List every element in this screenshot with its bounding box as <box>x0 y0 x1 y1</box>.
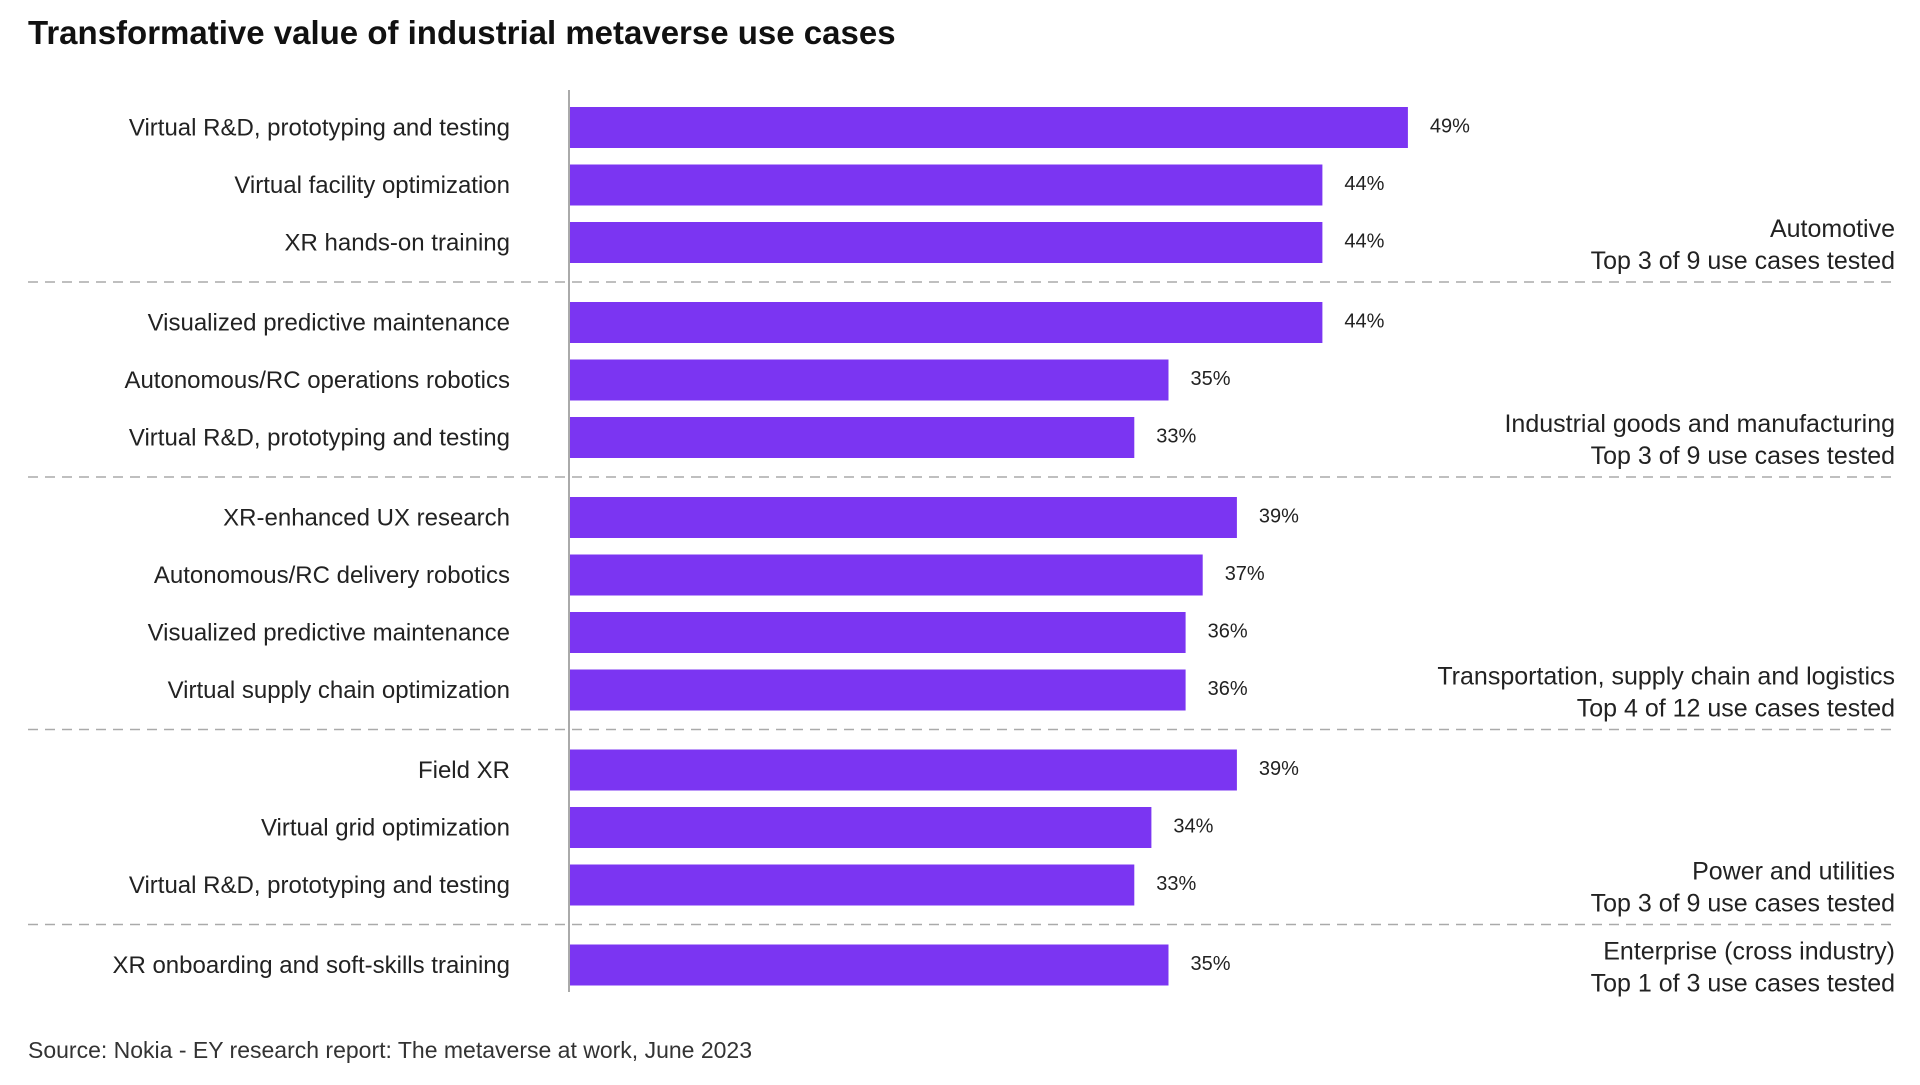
data-label: 39% <box>1259 506 1299 528</box>
data-label: 35% <box>1191 368 1231 390</box>
category-label: Virtual grid optimization <box>261 815 510 842</box>
data-label: 33% <box>1156 873 1196 895</box>
group-label: Power and utilities <box>1692 858 1895 886</box>
bar <box>570 554 1203 596</box>
data-label: 34% <box>1173 816 1213 838</box>
bar <box>570 417 1135 458</box>
category-label: XR onboarding and soft-skills training <box>112 952 510 979</box>
bar <box>570 944 1169 986</box>
category-label: Virtual supply chain optimization <box>168 677 510 704</box>
data-label: 36% <box>1208 678 1248 700</box>
bar <box>570 302 1323 343</box>
data-label: 39% <box>1259 758 1299 780</box>
group-subtitle: Top 3 of 9 use cases tested <box>1591 890 1895 918</box>
category-label: Visualized predictive maintenance <box>148 620 510 647</box>
bar <box>570 864 1135 906</box>
chart-title: Transformative value of industrial metav… <box>28 14 896 51</box>
bar <box>570 749 1237 791</box>
data-label: 49% <box>1430 116 1470 138</box>
bar <box>570 807 1152 848</box>
group-label: Industrial goods and manufacturing <box>1504 410 1895 438</box>
category-label: Virtual facility optimization <box>234 172 510 199</box>
category-label: Virtual R&D, prototyping and testing <box>129 425 510 452</box>
data-label: 35% <box>1191 953 1231 975</box>
bar <box>570 164 1323 206</box>
data-label: 37% <box>1225 563 1265 585</box>
category-label: Virtual R&D, prototyping and testing <box>129 115 510 142</box>
category-label: XR hands-on training <box>285 230 510 257</box>
group-subtitle: Top 1 of 3 use cases tested <box>1591 970 1895 998</box>
group-subtitle: Top 3 of 9 use cases tested <box>1591 442 1895 470</box>
data-label: 36% <box>1208 621 1248 643</box>
category-label: Autonomous/RC operations robotics <box>124 367 510 394</box>
chart-source: Source: Nokia - EY research report: The … <box>28 1037 752 1063</box>
chart-body: Virtual R&D, prototyping and testing 49% V… <box>28 90 1895 998</box>
category-label: Field XR <box>418 757 510 784</box>
bar <box>570 669 1186 711</box>
category-label: Visualized predictive maintenance <box>148 310 510 337</box>
category-label: Autonomous/RC delivery robotics <box>154 562 510 589</box>
data-label: 44% <box>1344 173 1384 195</box>
group-label: Enterprise (cross industry) <box>1603 938 1895 966</box>
category-label: XR-enhanced UX research <box>223 505 510 532</box>
category-label: Virtual R&D, prototyping and testing <box>129 872 510 899</box>
group-subtitle: Top 4 of 12 use cases tested <box>1577 695 1895 723</box>
group-label: Automotive <box>1770 215 1895 243</box>
bar <box>570 359 1169 401</box>
data-label: 44% <box>1344 311 1384 333</box>
bar <box>570 612 1186 653</box>
data-label: 33% <box>1156 426 1196 448</box>
group-subtitle: Top 3 of 9 use cases tested <box>1591 247 1895 275</box>
bar <box>570 222 1323 263</box>
bar <box>570 497 1237 538</box>
bar <box>570 107 1408 148</box>
group-label: Transportation, supply chain and logisti… <box>1437 663 1895 691</box>
data-label: 44% <box>1344 231 1384 253</box>
